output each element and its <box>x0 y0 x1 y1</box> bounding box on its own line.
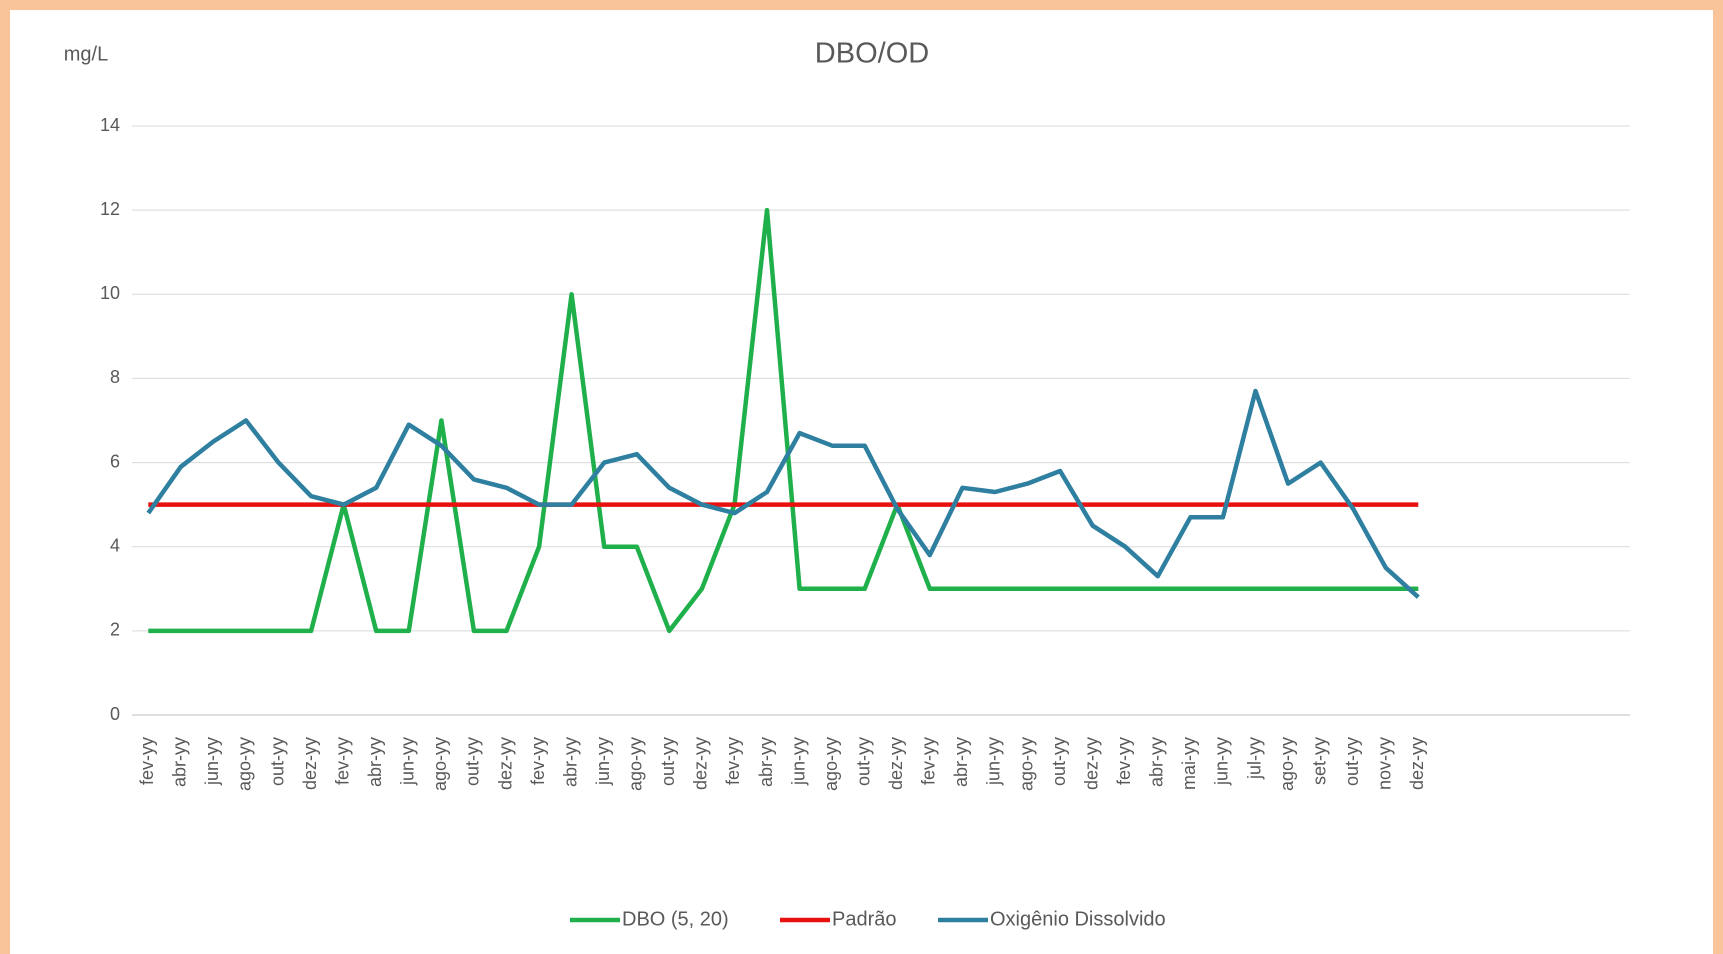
x-tick-label: abr-yy <box>170 737 190 787</box>
x-tick-label: jun-yy <box>202 737 222 786</box>
chart: DBO/OD mg/L 0 2 4 6 8 10 12 14 fev-yy abr-yy jun-y… <box>10 10 1713 954</box>
chart-title: DBO/OD <box>815 38 929 70</box>
x-tick-label: dez-yy <box>886 737 906 790</box>
legend-label: Oxigênio Dissolvido <box>990 908 1166 930</box>
x-tick-label: ago-yy <box>821 737 841 791</box>
x-tick-label: dez-yy <box>300 737 320 790</box>
x-tick-label: jun-yy <box>984 737 1004 786</box>
x-tick-label: out-yy <box>658 737 678 786</box>
x-tick-label: out-yy <box>1049 737 1069 786</box>
x-tick-label: fev-yy <box>1114 737 1134 785</box>
x-tick-label: fev-yy <box>723 737 743 785</box>
y-tick-label: 10 <box>100 283 120 303</box>
x-tick-label: out-yy <box>463 737 483 786</box>
x-tick-label: fev-yy <box>528 737 548 785</box>
y-tick-label: 4 <box>110 535 120 555</box>
y-tick-label: 0 <box>110 704 120 724</box>
x-tick-label: fev-yy <box>137 737 157 785</box>
x-tick-label: dez-yy <box>1407 737 1427 790</box>
x-tick-label: ago-yy <box>1277 737 1297 791</box>
x-tick-label: fev-yy <box>332 737 352 785</box>
x-tick-label: fev-yy <box>919 737 939 785</box>
x-tick-label: out-yy <box>1342 737 1362 786</box>
x-tick-label: jun-yy <box>398 737 418 786</box>
x-tick-label: abr-yy <box>560 737 580 787</box>
x-tick-label: dez-yy <box>495 737 515 790</box>
x-tick-label: abr-yy <box>951 737 971 787</box>
x-tick-label: jun-yy <box>1212 737 1232 786</box>
x-tick-label: ago-yy <box>235 737 255 791</box>
y-tick-label: 14 <box>100 115 120 135</box>
x-tick-label: mai-yy <box>1179 737 1199 790</box>
series-line <box>146 388 1420 599</box>
y-tick-label: 12 <box>100 199 120 219</box>
x-tick-label: ago-yy <box>1016 737 1036 791</box>
x-tick-label: ago-yy <box>626 737 646 791</box>
x-tick-label: ago-yy <box>430 737 450 791</box>
x-tick-label: abr-yy <box>365 737 385 787</box>
x-tick-label: jun-yy <box>593 737 613 786</box>
legend-label: DBO (5, 20) <box>622 908 729 930</box>
y-axis-label: mg/L <box>64 43 108 65</box>
x-tick-label: abr-yy <box>1147 737 1167 787</box>
x-tick-label: jun-yy <box>788 737 808 786</box>
series-line <box>148 207 1419 634</box>
y-tick-label: 8 <box>110 367 120 387</box>
x-tick-label: jul-yy <box>1244 737 1264 780</box>
x-tick-label: out-yy <box>853 737 873 786</box>
x-tick-label: abr-yy <box>756 737 776 787</box>
legend-label: Padrão <box>832 908 897 930</box>
x-tick-label: set-yy <box>1309 737 1329 785</box>
y-tick-label: 6 <box>110 451 120 471</box>
x-tick-label: nov-yy <box>1375 737 1395 790</box>
x-tick-label: dez-yy <box>691 737 711 790</box>
x-tick-label: out-yy <box>267 737 287 786</box>
x-tick-label: dez-yy <box>1081 737 1101 790</box>
y-tick-label: 2 <box>110 620 120 640</box>
